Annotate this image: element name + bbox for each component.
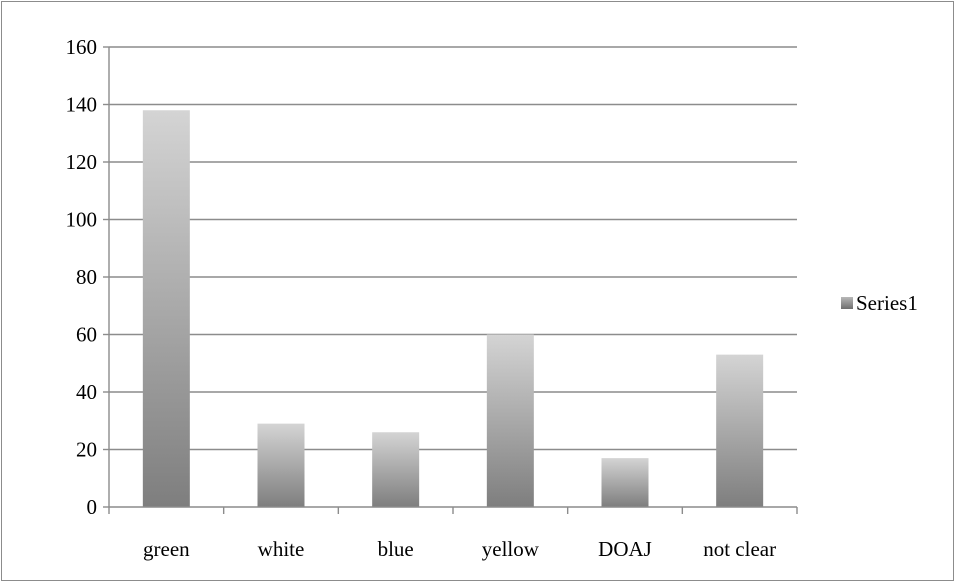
y-tick-label: 100 [66,208,98,232]
legend-label: Series1 [856,291,918,315]
x-tick-labels: green white blue yellow DOAJ not clear [143,537,776,561]
legend: Series1 [841,291,918,315]
x-tick-label: DOAJ [598,537,652,561]
bar-yellow [486,334,534,507]
y-tick-label: 0 [87,495,98,519]
bar-not-clear [716,354,764,507]
bar-green [142,110,190,507]
axes [103,46,798,514]
bar-doaj [601,458,649,507]
y-tick-label: 140 [66,93,98,117]
legend-swatch [841,297,853,309]
bars [142,110,764,507]
x-tick-label: not clear [703,537,776,561]
y-tick-label: 80 [76,265,97,289]
bar-blue [372,432,420,507]
x-tick-label: blue [378,537,414,561]
bar-white [257,423,305,507]
y-tick-label: 60 [76,323,97,347]
y-tick-label: 40 [76,380,97,404]
y-tick-label: 20 [76,438,97,462]
y-tick-labels: 0 20 40 60 80 100 120 140 160 [66,35,98,519]
gridlines [109,46,797,451]
y-tick-label: 160 [66,35,98,59]
x-tick-label: yellow [482,537,540,561]
x-tick-label: white [258,537,305,561]
y-tick-label: 120 [66,150,98,174]
x-tick-label: green [143,537,190,561]
